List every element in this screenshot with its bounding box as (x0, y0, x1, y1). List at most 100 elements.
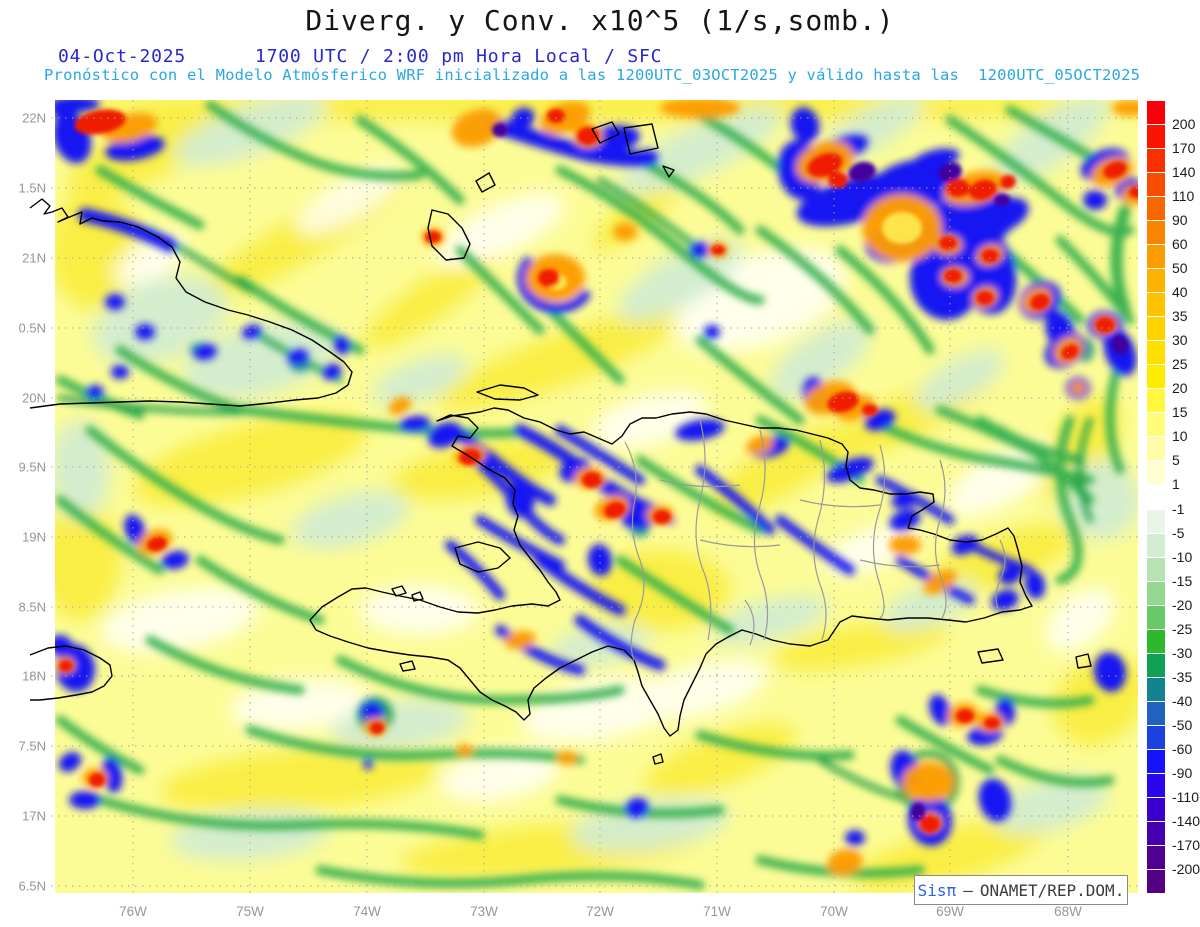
colorbar-tick-label: -110 (1172, 788, 1199, 805)
colorbar-segment (1146, 844, 1166, 870)
colorbar-segment (1146, 316, 1166, 342)
colorbar-tick-label: 25 (1172, 356, 1188, 373)
colorbar-tick-label: -50 (1172, 716, 1193, 733)
colorbar-tick-label: -25 (1172, 620, 1193, 637)
colorbar-segment (1146, 412, 1166, 438)
watermark-box: Sisπ – ONAMET/REP.DOM. (914, 875, 1128, 905)
lon-tick-label: 70W (820, 904, 848, 919)
watermark-separator: – (963, 880, 973, 900)
colorbar-segment (1146, 484, 1166, 510)
colorbar-segment (1146, 724, 1166, 750)
lat-tick-label: 20N (22, 390, 46, 406)
colorbar-segment (1146, 580, 1166, 606)
latitude-axis: 22N 1.5N 21N 0.5N 20N 9.5N 19N 8.5N 18N 7.5N 17N 6.… (0, 0, 46, 927)
lon-tick-label: 74W (353, 904, 381, 919)
lon-tick-label: 76W (119, 904, 147, 919)
colorbar-segment (1146, 100, 1166, 126)
colorbar-segment (1146, 532, 1166, 558)
colorbar-tick-label: -35 (1172, 668, 1193, 685)
colorbar-segment (1146, 820, 1166, 846)
colorbar-tick-label: 40 (1172, 284, 1188, 301)
colorbar-segment (1146, 652, 1166, 678)
colorbar-tick-label: 30 (1172, 332, 1188, 349)
colorbar-segment (1146, 604, 1166, 630)
colorbar-tick-label: 200 (1172, 116, 1196, 133)
colorbar-tick-label: 1 (1172, 476, 1180, 493)
shaded-field (55, 100, 1138, 893)
colorbar-tick-label: 90 (1172, 212, 1188, 229)
colorbar-segment (1146, 268, 1166, 294)
lat-tick-label: 1.5N (18, 180, 46, 196)
colorbar-segment (1146, 340, 1166, 366)
watermark-org: ONAMET/REP.DOM. (979, 880, 1125, 900)
colorbar-segment (1146, 220, 1166, 246)
lat-tick-label: 0.5N (18, 320, 46, 336)
colorbar-tick-label: -140 (1172, 812, 1200, 829)
colorbar-tick-label: 5 (1172, 452, 1180, 469)
lat-tick-label: 18N (22, 668, 46, 684)
colorbar-segment (1146, 556, 1166, 582)
colorbar-segment (1146, 628, 1166, 654)
colorbar-segment (1146, 796, 1166, 822)
colorbar-segment (1146, 244, 1166, 270)
colorbar-segment (1146, 124, 1166, 150)
colorbar-segment (1146, 172, 1166, 198)
colorbar-tick-label: -170 (1172, 836, 1200, 853)
colorbar-tick-label: -200 (1172, 860, 1200, 877)
colorbar-tick-label: 35 (1172, 308, 1188, 325)
colorbar-segment (1146, 700, 1166, 726)
colorbar-tick-label: -15 (1172, 572, 1193, 589)
colorbar-segment (1146, 460, 1166, 486)
colorbar-tick-label: 20 (1172, 380, 1188, 397)
colorbar-tick-label: 110 (1172, 188, 1195, 205)
colorbar-segment (1146, 772, 1166, 798)
colorbar-tick-label: 50 (1172, 260, 1188, 277)
colorbar-segment (1146, 364, 1166, 390)
lat-tick-label: 7.5N (18, 738, 46, 754)
colorbar-tick-label: -20 (1172, 596, 1193, 613)
forecast-date: 04-Oct-2025 (58, 46, 187, 67)
colorbar-tick-label: -40 (1172, 692, 1193, 709)
colorbar-segment (1146, 676, 1166, 702)
colorbar-segment (1146, 292, 1166, 318)
colorbar-tick-label: 15 (1172, 404, 1188, 421)
admin-borders (624, 419, 1006, 661)
forecast-time: 1700 UTC / 2:00 pm Hora Local / SFC (255, 46, 663, 67)
colorbar-tick-label: 140 (1172, 164, 1196, 181)
colorbar-tick-label: -30 (1172, 644, 1193, 661)
colorbar-segment (1146, 436, 1166, 462)
colorbar-tick-label: -60 (1172, 740, 1193, 757)
model-run-info: Pronóstico con el Modelo Atmósferico WRF… (44, 66, 1141, 84)
lat-tick-label: 21N (22, 250, 46, 266)
page-title: Diverg. y Conv. x10^5 (1/s,somb.) (305, 4, 895, 37)
longitude-axis: 76W 75W 74W 73W 72W 71W 70W 69W 68W (0, 904, 1200, 926)
colorbar-segment (1146, 508, 1166, 534)
watermark-brand: Sisπ (917, 880, 957, 900)
colorbar-segment (1146, 748, 1166, 774)
colorbar-segment (1146, 148, 1166, 174)
lat-tick-label: 8.5N (18, 599, 46, 615)
colorbar-segment (1146, 196, 1166, 222)
lon-tick-label: 69W (936, 904, 964, 919)
colorbar-tick-label: 10 (1172, 428, 1188, 445)
lon-tick-label: 72W (586, 904, 614, 919)
coastlines (29, 121, 1092, 765)
lat-tick-label: 22N (22, 110, 46, 126)
colorbar-segment (1146, 868, 1166, 894)
colorbar-tick-label: -1 (1172, 500, 1185, 517)
lon-tick-label: 68W (1054, 904, 1082, 919)
lat-tick-label: 6.5N (18, 878, 46, 894)
colorbar-tick-label: 170 (1172, 140, 1196, 157)
lon-tick-label: 71W (703, 904, 731, 919)
colorbar-tick-label: -10 (1172, 548, 1193, 565)
lat-tick-label: 19N (22, 529, 46, 545)
lon-tick-label: 75W (236, 904, 264, 919)
lat-tick-label: 17N (22, 808, 46, 824)
lon-tick-label: 73W (470, 904, 498, 919)
lat-tick-label: 9.5N (18, 459, 46, 475)
grid-lines (30, 100, 1138, 893)
colorbar-segment (1146, 388, 1166, 414)
colorbar-scale: 200 170 140 110 90 60 50 40 35 30 25 20 15 10 5 1 -1 -5 -1… (1146, 100, 1200, 894)
